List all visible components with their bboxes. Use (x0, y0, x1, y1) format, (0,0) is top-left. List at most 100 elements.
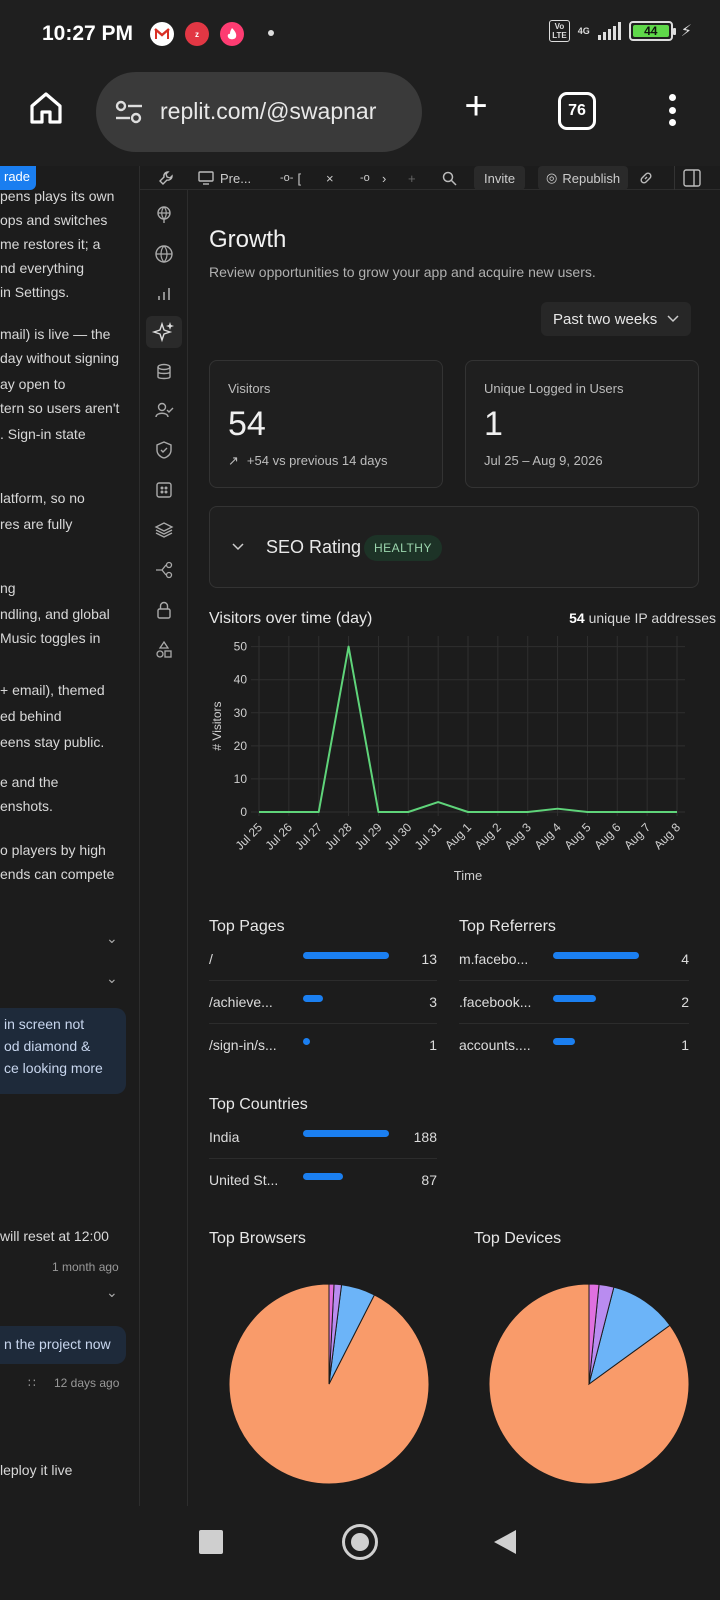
tab-switcher-button[interactable]: 76 (558, 92, 596, 130)
auth-users-icon[interactable] (154, 400, 174, 420)
search-icon[interactable] (442, 166, 457, 190)
pie-slice (588, 1286, 671, 1386)
top-referrer-bar (553, 1038, 575, 1045)
chat-text-line: Music toggles in (0, 630, 101, 646)
tab-item[interactable]: -o-[ (280, 170, 302, 186)
top-page-value: 1 (429, 1037, 437, 1053)
unique-ip-summary: 54 unique IP addresses (569, 610, 716, 626)
chat-text-line: ed behind (0, 708, 62, 724)
top-browsers-pie (228, 1283, 430, 1485)
tools-icon[interactable] (158, 166, 174, 190)
chat-text-line: ay open to (0, 376, 66, 392)
x-tick-label: Aug 4 (532, 820, 564, 852)
url-text[interactable]: replit.com/@swapnar (160, 98, 377, 124)
pie-slice (588, 1283, 600, 1385)
message-timestamp: 12 days ago (54, 1376, 120, 1390)
browser-menu-icon[interactable] (660, 90, 684, 130)
home-icon[interactable] (28, 90, 68, 130)
y-tick-label: 50 (234, 640, 248, 654)
top-page-value: 3 (429, 994, 437, 1010)
republish-button[interactable]: ◎ Republish (538, 166, 629, 190)
top-country-label: United St... (209, 1172, 279, 1188)
visitors-delta-text: +54 vs previous 14 days (246, 453, 388, 468)
site-settings-icon[interactable] (114, 98, 144, 131)
browser-toolbar: replit.com/@swapnar + 76 (0, 70, 720, 166)
layers-icon[interactable] (154, 520, 174, 540)
upgrade-button[interactable]: rade (0, 166, 36, 190)
message-timestamp: 1 month ago (52, 1260, 119, 1274)
chevron-down-icon[interactable]: ⌄ (106, 1284, 118, 1300)
volte-icon: Vo LTE (549, 20, 570, 42)
y-tick-label: 10 (234, 772, 248, 786)
page-subtitle: Review opportunities to grow your app an… (209, 264, 596, 280)
logged-in-value: 1 (484, 405, 503, 443)
database-icon[interactable] (154, 362, 174, 382)
x-tick-label: Aug 6 (591, 820, 623, 852)
chat-text-line: me restores it; a (0, 236, 101, 252)
panel-toggle-icon[interactable] (674, 166, 701, 190)
tab-preview[interactable]: Pre... (198, 166, 251, 190)
back-button[interactable] (494, 1530, 516, 1554)
home-button[interactable] (342, 1524, 378, 1560)
tab-preview-label: Pre... (220, 170, 252, 186)
top-page-bar (303, 952, 389, 959)
deployments-icon[interactable] (154, 204, 174, 224)
secrets-icon[interactable] (154, 480, 174, 500)
invite-button[interactable]: Invite (474, 166, 526, 190)
top-page-value: 13 (421, 951, 437, 967)
top-country-bar (303, 1173, 343, 1180)
battery-icon: 44 (628, 21, 676, 41)
status-time: 10:27 PM (42, 22, 134, 45)
visitors-label: Visitors (228, 381, 271, 396)
new-tab-icon[interactable]: + (408, 170, 416, 186)
x-tick-label: Jul 31 (412, 820, 445, 853)
chat-panel: rade pens plays its own ops and switches… (0, 166, 140, 1506)
chevron-right-icon[interactable]: › (382, 170, 387, 186)
chevron-down-icon[interactable]: ⌄ (106, 970, 118, 986)
drag-handle-icon[interactable]: ∷ (28, 1376, 36, 1390)
republish-icon: ◎ (546, 170, 558, 185)
top-referrer-label: .facebook... (459, 994, 532, 1010)
seo-rating-card[interactable]: SEO Rating HEALTHY (209, 506, 699, 588)
new-tab-button[interactable]: + (464, 84, 488, 128)
chevron-down-icon[interactable]: ⌄ (106, 930, 118, 946)
top-referrer-row: m.facebo... 4 (459, 938, 689, 981)
top-page-row: / 13 (209, 938, 437, 981)
seo-rating-label: SEO Rating (266, 537, 362, 557)
url-bar[interactable]: replit.com/@swapnar (96, 72, 422, 152)
x-tick-label: Jul 27 (292, 820, 325, 853)
branch-icon[interactable]: -o (360, 172, 370, 184)
lock-icon[interactable] (154, 600, 174, 620)
top-country-value: 188 (413, 1129, 437, 1145)
link-icon[interactable] (638, 166, 654, 190)
x-tick-label: Aug 5 (561, 820, 593, 852)
recents-button[interactable] (199, 1530, 223, 1554)
date-range-value: Past two weeks (553, 310, 658, 328)
user-message-bubble: in screen not od diamond & ce looking mo… (0, 1008, 126, 1094)
bubble-line: od diamond & (4, 1038, 91, 1054)
x-tick-label: Aug 7 (621, 820, 653, 852)
top-page-row: /sign-in/s... 1 (209, 1024, 437, 1067)
tinder-icon (220, 22, 244, 46)
globe-icon[interactable] (154, 244, 174, 264)
chart-title: Visitors over time (day) (209, 610, 373, 627)
shapes-icon[interactable] (154, 640, 174, 660)
chevron-down-icon[interactable] (232, 543, 244, 551)
x-tick-label: Aug 3 (502, 820, 534, 852)
date-range-select[interactable]: Past two weeks (541, 302, 691, 336)
chat-text-line: tern so users aren't (0, 400, 120, 416)
top-referrer-value: 2 (681, 994, 689, 1010)
more-notifications-icon (268, 30, 274, 36)
page-title: Growth (209, 226, 287, 253)
top-country-value: 87 (421, 1172, 437, 1188)
growth-icon[interactable] (146, 316, 182, 348)
top-referrers-title: Top Referrers (459, 918, 556, 935)
chat-text-line: will reset at 12:00 (0, 1228, 109, 1244)
analytics-icon[interactable] (154, 284, 174, 304)
growth-panel: Growth Review opportunities to grow your… (189, 190, 720, 1506)
top-page-label: / (209, 951, 213, 967)
integrations-icon[interactable] (154, 560, 174, 580)
x-tick-label: Jul 28 (322, 820, 355, 853)
close-tab-icon[interactable]: × (326, 170, 334, 186)
security-icon[interactable] (154, 440, 174, 460)
